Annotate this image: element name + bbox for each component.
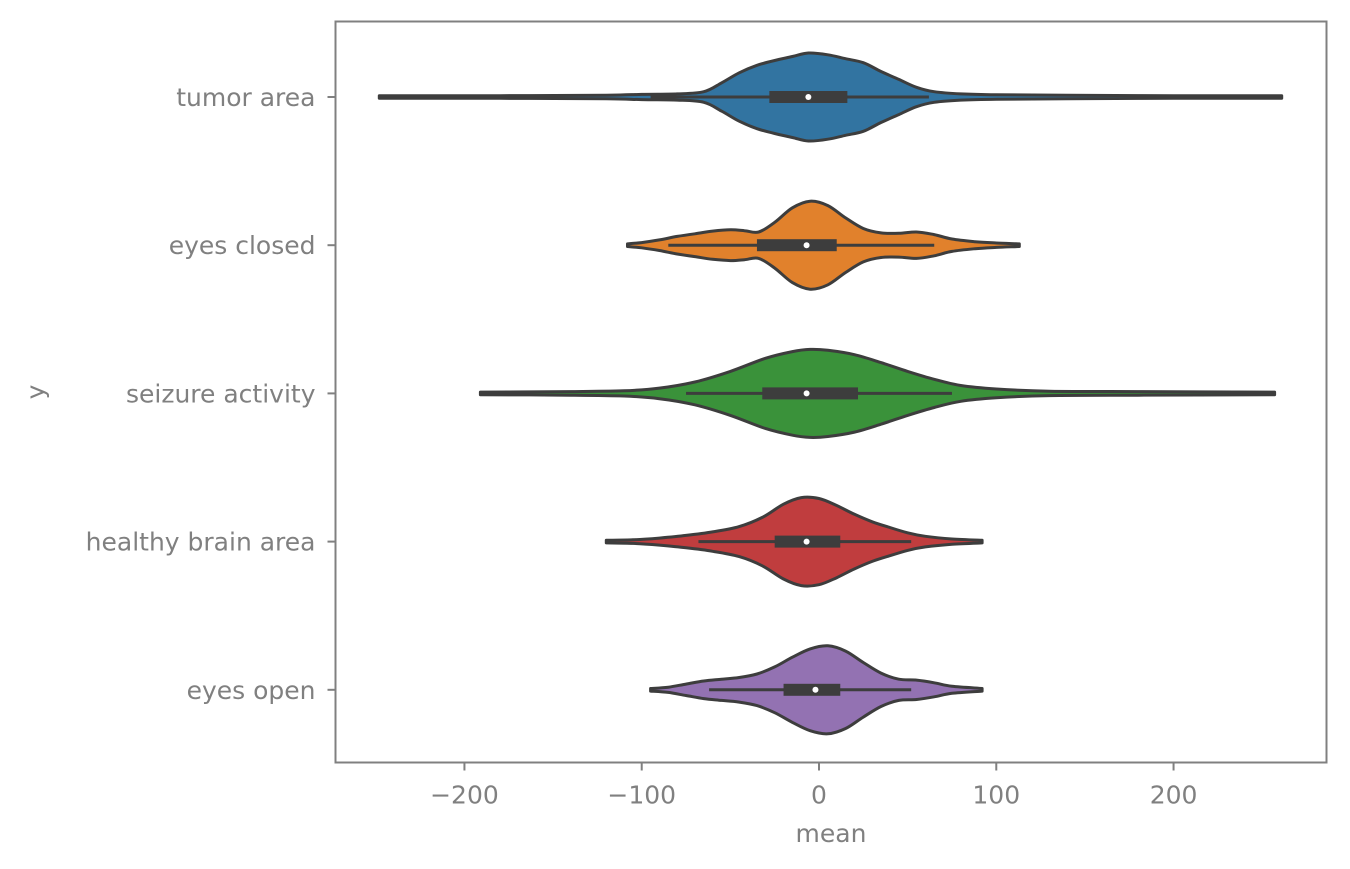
violin-iqr-box: [783, 683, 841, 696]
x-tick-label: 0: [811, 781, 827, 810]
y-tick-label: healthy brain area: [86, 528, 316, 557]
y-tick-label: eyes open: [187, 676, 316, 705]
x-tick-label: −100: [607, 781, 676, 810]
violin-median-dot: [803, 390, 810, 397]
violin-median-dot: [812, 686, 819, 693]
violin-iqr-box: [756, 239, 837, 252]
violin-iqr-box: [762, 387, 859, 400]
x-tick-label: −200: [430, 781, 499, 810]
x-tick-label: 200: [1150, 781, 1198, 810]
y-tick-label: tumor area: [176, 83, 315, 112]
x-tick-label: 100: [972, 781, 1020, 810]
y-axis: tumor area eyes closed seizure activity hea…: [86, 83, 336, 705]
violin-median-dot: [803, 242, 810, 249]
x-axis: −200 −100 0 100 200: [430, 762, 1198, 810]
violin-median-dot: [805, 94, 812, 100]
y-axis-title: y: [21, 384, 50, 399]
y-tick-label: eyes closed: [169, 231, 316, 260]
violin-median-dot: [803, 538, 810, 545]
x-axis-title: mean: [796, 819, 867, 848]
plot-frame: [334, 20, 1328, 764]
y-tick-label: seizure activity: [126, 379, 316, 408]
violin-layer: [377, 51, 1284, 736]
